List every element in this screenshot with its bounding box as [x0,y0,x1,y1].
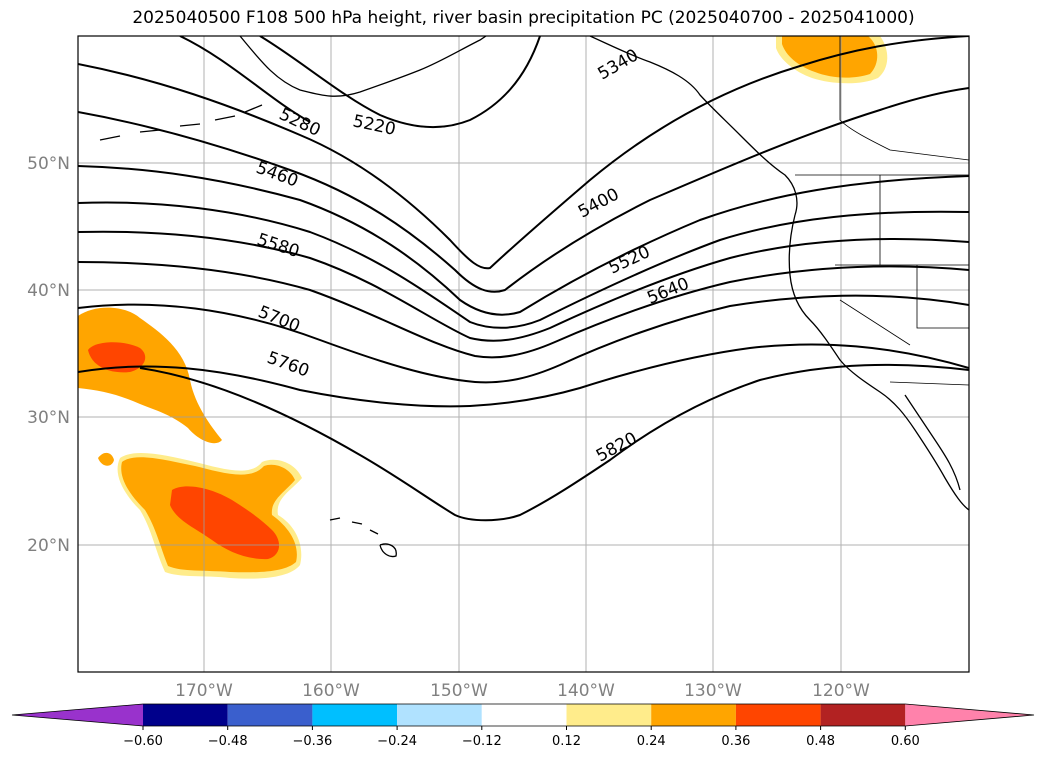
contour-label: 5820 [593,428,641,466]
colorbar-tick-label: 0.36 [721,734,750,749]
contour-5520 [78,201,969,329]
colorbar-bin [735,704,821,726]
height-contours [78,36,969,522]
colorbar-bin [143,704,228,726]
contour-5220 [259,36,541,129]
colorbar-extend-max [905,704,1034,726]
contour-5460 [78,165,969,316]
lon-label: 160°W [302,681,360,701]
lon-label: 150°W [430,681,488,701]
se-alaska-coast [589,36,798,216]
lat-label: 20°N [27,536,70,556]
contour-label: 5340 [595,45,642,84]
precip-region-west-core [88,342,146,373]
contour-label: 5760 [264,348,311,382]
colorbar: −0.60 −0.48 −0.36 −0.24 −0.12 0.12 0.24 0.36 0.4… [11,703,1035,749]
colorbar-tick-label: 0.48 [806,734,835,749]
precip-region-small [98,452,114,466]
colorbar-bin [312,704,398,726]
lat-label: 40°N [27,281,70,301]
colorbar-tick-label: −0.48 [208,734,248,749]
precip-shading [78,36,888,579]
contour-5580 [78,230,969,342]
precip-region-west [78,307,222,444]
coastlines [99,36,969,558]
mexico-border [889,381,969,386]
colorbar-tick-label: 0.60 [891,734,920,749]
colorbar-tick-label: −0.12 [462,734,502,749]
contour-5400-north [78,87,969,293]
map-title: 2025040500 F108 500 hPa height, river ba… [132,8,915,28]
plot-frame [77,35,970,673]
colorbar-bin [651,704,736,726]
baja-coast [904,394,961,491]
lat-label: 30°N [27,408,70,428]
colorbar-tick-label: 0.24 [637,734,666,749]
lat-label: 50°N [27,154,70,174]
map-plot-area: 5280 5220 5340 5460 5400 5580 5520 5640 … [78,36,969,672]
colorbar-bin [227,704,313,726]
contour-label: 5580 [254,230,301,262]
contour-label: 5520 [606,242,654,278]
contour-5820 [139,363,969,522]
colorbar-bin [397,704,482,726]
contour-label: 5700 [255,302,303,337]
lat-labels: 50°N 40°N 30°N 20°N [27,154,70,556]
us-west-coast [788,214,969,511]
colorbar-extend-min [12,704,143,726]
contour-label: 5400 [575,184,623,222]
borders [795,36,969,386]
hawaii-islands [329,517,397,558]
contour-5760 [78,343,969,408]
aleutian-islands [99,104,263,141]
lon-labels: 170°W 160°W 150°W 140°W 130°W 120°W [175,681,870,701]
colorbar-tick-label: 0.12 [552,734,581,749]
contour-5700 [78,294,969,384]
precip-region-south-core [170,486,280,560]
contour-5340 [78,36,969,270]
contour-label: 5220 [351,111,397,140]
colorbar-bin [481,704,567,726]
canada-alaska-border [839,36,969,161]
contour-5640 [78,261,969,359]
lon-label: 170°W [175,681,233,701]
lon-label: 140°W [557,681,615,701]
colorbar-bin [566,704,652,726]
colorbar-tick-label: −0.24 [377,734,417,749]
us-state-borders [835,175,969,346]
alaska-coast [239,36,487,97]
colorbar-tick-label: −0.36 [292,734,332,749]
contour-labels: 5280 5220 5340 5460 5400 5580 5520 5640 … [253,45,692,466]
colorbar-bin [820,704,906,726]
colorbar-tick-label: −0.60 [123,734,163,749]
contour-5280 [179,36,311,123]
lon-label: 120°W [812,681,870,701]
lon-label: 130°W [684,681,742,701]
